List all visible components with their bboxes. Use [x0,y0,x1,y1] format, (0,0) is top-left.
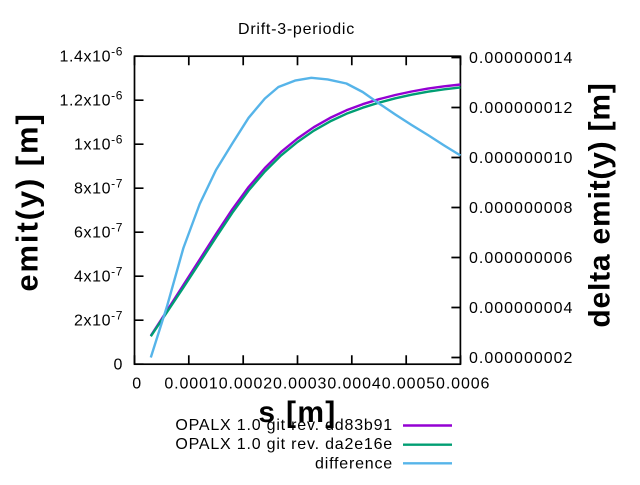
svg-text:0.0001: 0.0001 [164,376,218,393]
svg-text:0.000000012: 0.000000012 [469,100,573,117]
svg-text:0: 0 [132,376,142,393]
svg-text:OPALX 1.0 git rev. da2e16e: OPALX 1.0 git rev. da2e16e [175,436,393,453]
svg-text:OPALX 1.0 git rev. dd83b91: OPALX 1.0 git rev. dd83b91 [175,417,393,434]
svg-text:0.0004: 0.0004 [327,376,381,393]
svg-text:0.000000014: 0.000000014 [469,50,573,67]
svg-text:8x10-7: 8x10-7 [74,177,123,198]
svg-text:0.000000008: 0.000000008 [469,200,573,217]
svg-text:0: 0 [114,357,124,374]
svg-text:1.4x10-6: 1.4x10-6 [59,45,123,66]
svg-text:0.0006: 0.0006 [436,376,490,393]
svg-text:4x10-7: 4x10-7 [74,265,123,286]
svg-text:0.0003: 0.0003 [273,376,327,393]
svg-text:Drift-3-periodic: Drift-3-periodic [238,21,355,38]
svg-text:emit(y) [m]: emit(y) [m] [10,112,45,291]
svg-text:0.000000004: 0.000000004 [469,300,573,317]
svg-text:0.000000002: 0.000000002 [469,350,573,367]
svg-text:s [m]: s [m] [258,396,336,429]
svg-text:6x10-7: 6x10-7 [74,221,123,242]
svg-text:0.0005: 0.0005 [382,376,436,393]
svg-text:delta emit(y) [m]: delta emit(y) [m] [583,82,616,327]
svg-text:1.2x10-6: 1.2x10-6 [59,89,123,110]
svg-text:0.000000010: 0.000000010 [469,150,573,167]
svg-text:1x10-6: 1x10-6 [74,133,123,154]
svg-text:0.000000006: 0.000000006 [469,250,573,267]
svg-text:2x10-7: 2x10-7 [74,309,123,330]
svg-text:difference: difference [315,455,393,472]
svg-text:0.0002: 0.0002 [219,376,273,393]
